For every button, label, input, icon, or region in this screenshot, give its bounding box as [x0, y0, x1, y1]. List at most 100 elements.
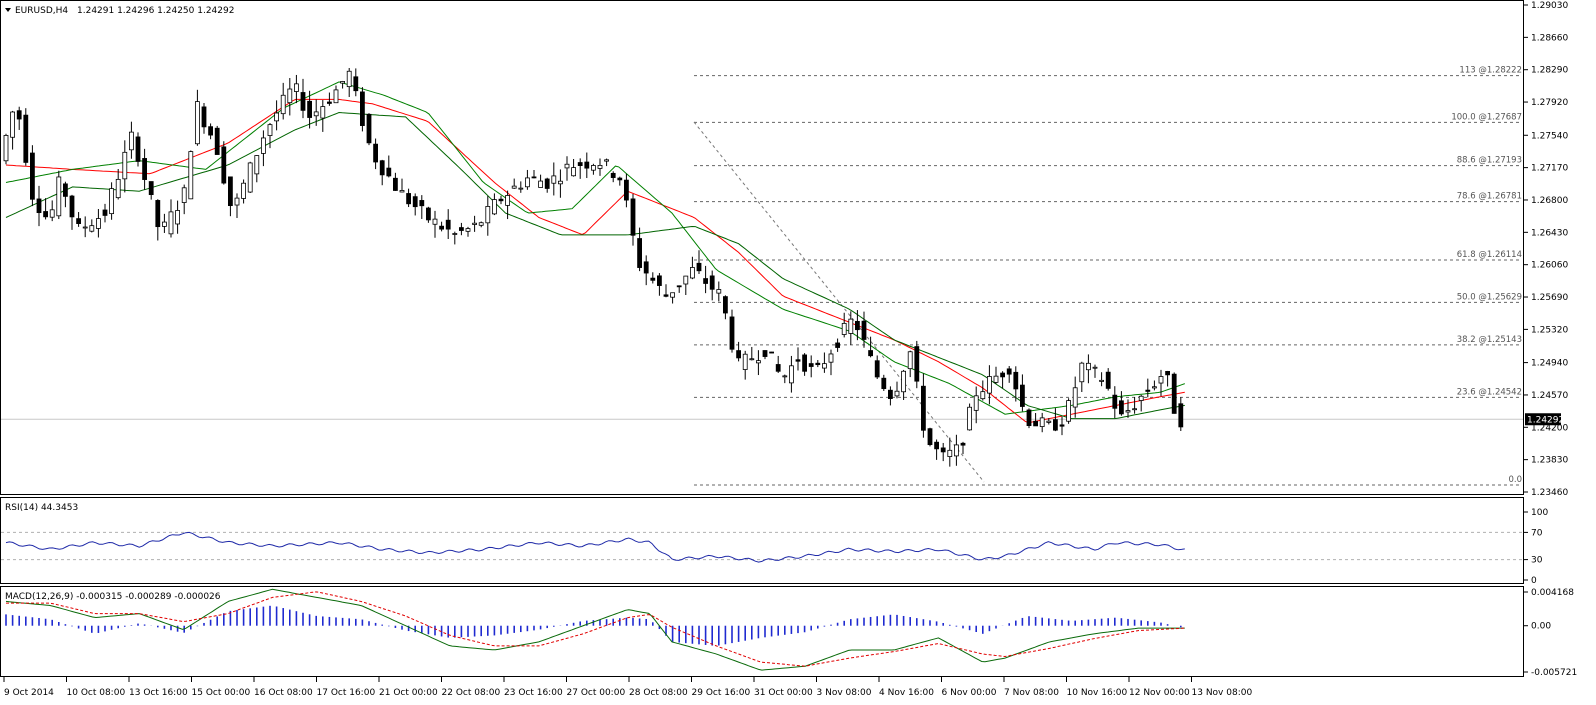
candle [221, 141, 227, 185]
candle [373, 138, 379, 170]
candle [10, 110, 16, 150]
candle [775, 355, 781, 373]
candle [386, 155, 392, 178]
candle [1059, 416, 1065, 436]
candle [888, 386, 893, 406]
candle [260, 130, 266, 167]
candle [1053, 408, 1058, 432]
time-tick-label: 21 Oct 00:00 [379, 688, 438, 698]
candle [927, 427, 933, 447]
candle [313, 99, 319, 126]
candle [617, 176, 623, 186]
candle [445, 209, 451, 240]
candle [848, 311, 854, 345]
candle [1086, 354, 1091, 384]
candle-body [650, 277, 656, 281]
candle-body [221, 146, 227, 184]
time-tick-label: 10 Nov 16:00 [1067, 688, 1128, 698]
candle-body [894, 390, 900, 397]
candle-body [23, 114, 29, 163]
candle [769, 351, 774, 354]
candle-body [518, 187, 524, 190]
fib-level-label: 113 @1.28222 [1459, 66, 1522, 76]
candle [1072, 376, 1078, 418]
candle [340, 80, 346, 89]
candle-body [874, 360, 880, 378]
candle-body [392, 177, 398, 191]
candle [234, 193, 240, 219]
price-tick-label: 1.27540 [1531, 131, 1568, 141]
candle [624, 173, 629, 208]
candle-body [353, 76, 359, 92]
candle [696, 250, 702, 274]
candle-body [670, 292, 675, 298]
candle [1020, 374, 1025, 412]
candle-body [954, 444, 959, 457]
candle [241, 179, 247, 204]
candle-body [260, 137, 266, 154]
candle [1092, 364, 1098, 378]
candle-body [1092, 366, 1098, 369]
time-tick-label: 22 Oct 08:00 [442, 688, 501, 698]
candle-body [610, 172, 616, 178]
candle [63, 181, 68, 208]
candle-body [1165, 370, 1170, 376]
candle-body [280, 94, 286, 115]
candle [505, 190, 511, 220]
candle-body [663, 294, 669, 297]
candle-body [498, 198, 504, 202]
candle-body [584, 161, 590, 169]
rsi-panel: 100 70 30 0 [1, 508, 1548, 586]
macd-tick-label: -0.005721 [1531, 668, 1577, 678]
candle-body [1105, 371, 1111, 389]
candle [56, 170, 62, 220]
candle [690, 256, 695, 280]
candle [914, 340, 920, 389]
candle [1145, 378, 1151, 398]
fibonacci-diagonal [693, 121, 985, 483]
candle [1066, 398, 1071, 424]
fib-level-label: 78.6 @1.26781 [1457, 192, 1522, 202]
time-tick-label: 4 Nov 16:00 [879, 688, 934, 698]
symbol-dropdown-icon[interactable] [5, 8, 11, 12]
candle [485, 195, 491, 236]
rsi-tick-label: 30 [1531, 556, 1543, 566]
candle [901, 369, 906, 401]
candle-body [485, 206, 491, 224]
candle-body [254, 155, 260, 175]
candle [359, 87, 365, 132]
candle [954, 434, 959, 466]
candle-body [960, 442, 966, 446]
candle-body [775, 364, 781, 372]
candle [439, 221, 445, 232]
candle-body [36, 198, 42, 214]
candle [855, 310, 860, 341]
candle [921, 373, 926, 438]
rsi-tick-label: 0 [1531, 576, 1537, 586]
candle-body [591, 165, 596, 171]
candle [300, 78, 306, 119]
time-tick-label: 13 Oct 16:00 [129, 688, 188, 698]
candle [591, 163, 596, 175]
candle [630, 193, 636, 246]
candle [168, 199, 174, 238]
macd-signal-line [6, 591, 1185, 667]
candle-body [29, 152, 35, 200]
candle-body [373, 143, 379, 163]
price-tick-label: 1.23830 [1531, 456, 1568, 466]
candle-body [736, 350, 741, 359]
candle-body [1020, 384, 1025, 407]
candle-body [815, 362, 821, 366]
candle-body [287, 88, 293, 104]
time-tick-label: 6 Nov 00:00 [942, 688, 997, 698]
main-chart-frame [0, 0, 1524, 495]
candle-body [478, 222, 484, 226]
time-tick-label: 23 Oct 16:00 [504, 688, 563, 698]
candle-body [115, 178, 121, 199]
candle [531, 170, 537, 179]
candle-body [841, 322, 847, 335]
candle [135, 132, 141, 167]
candle-body [973, 395, 979, 411]
rsi-frame [0, 497, 1524, 584]
